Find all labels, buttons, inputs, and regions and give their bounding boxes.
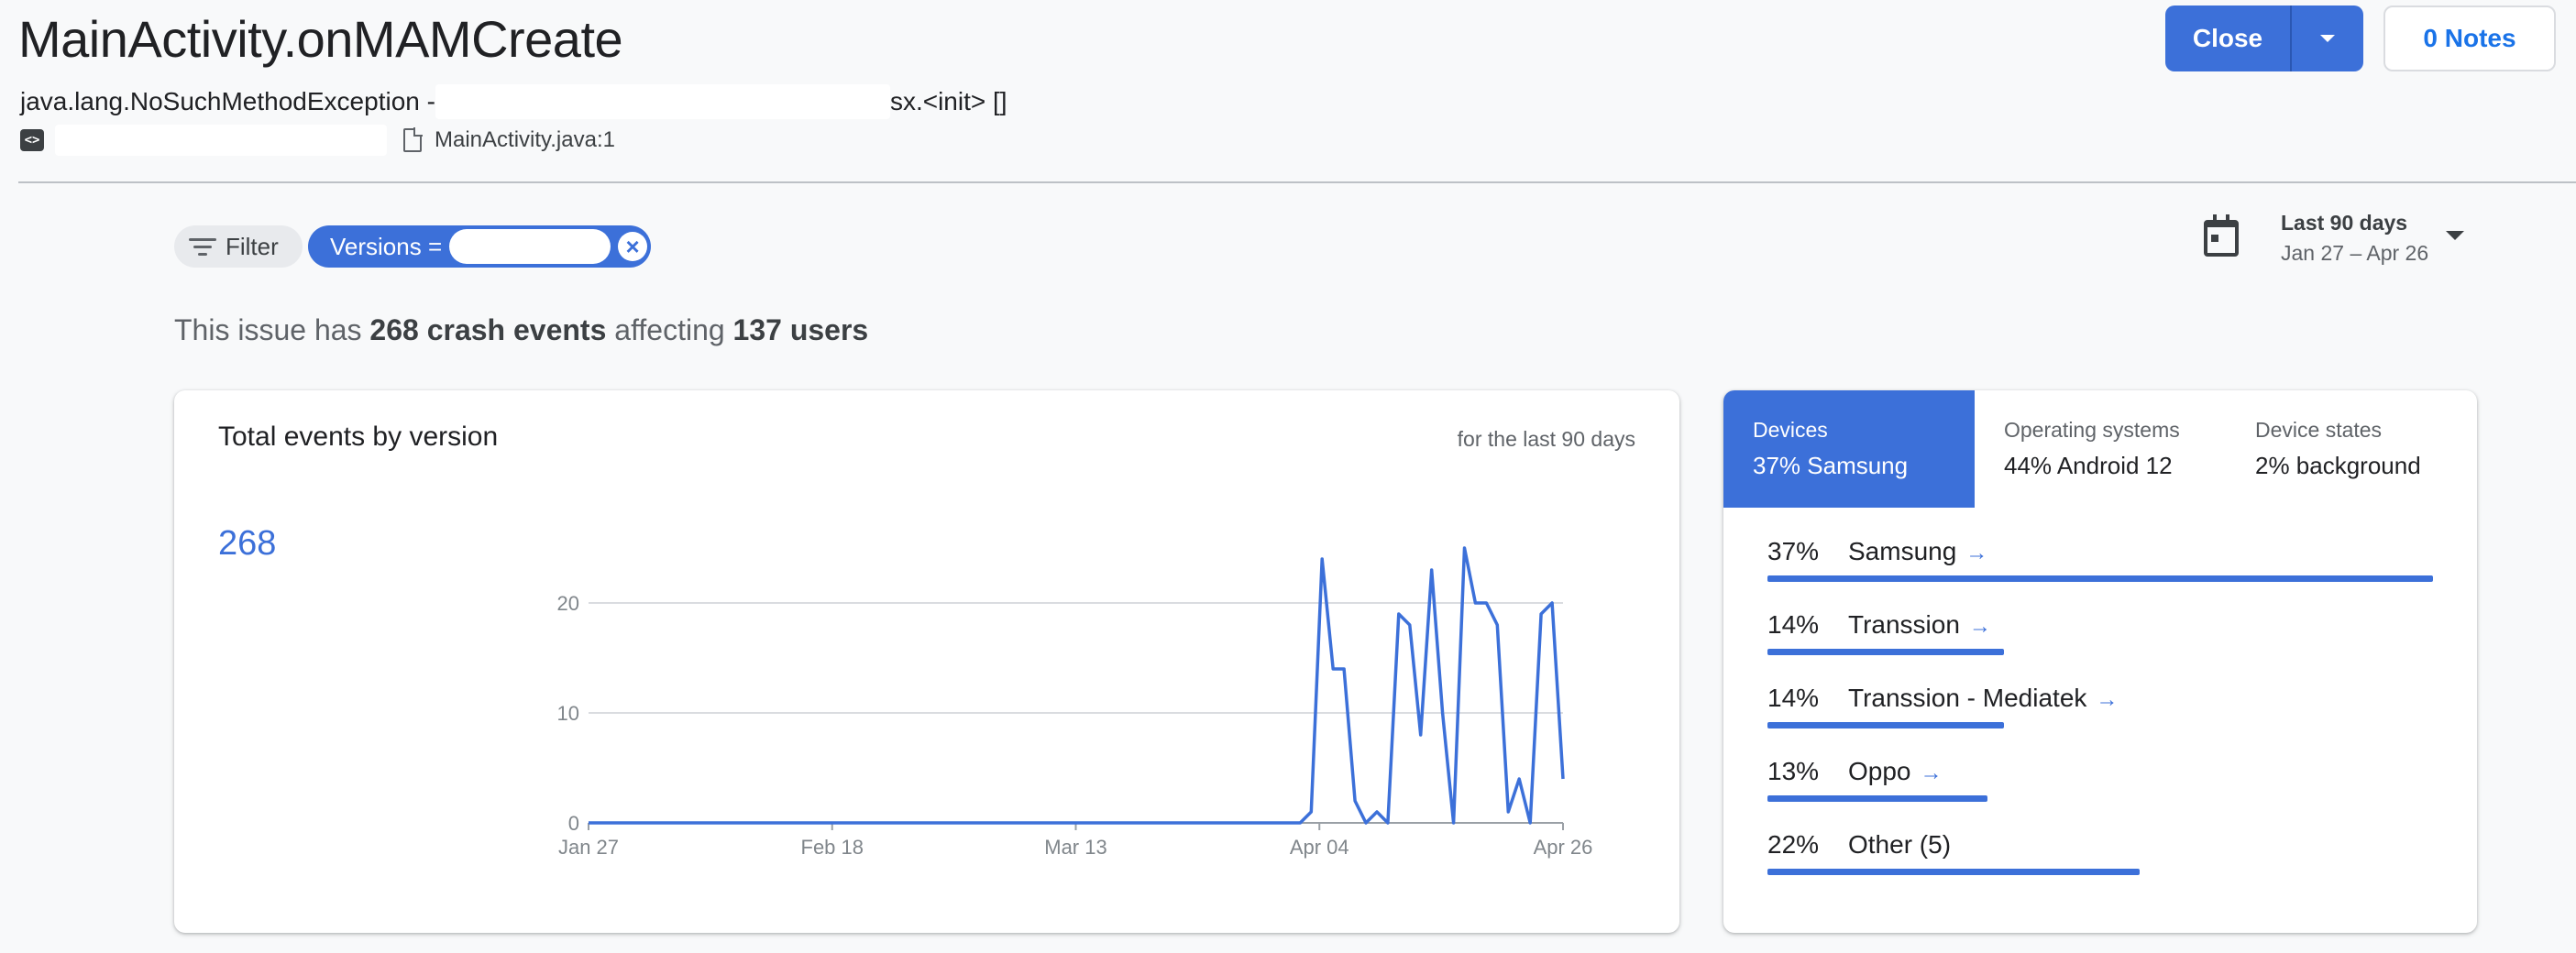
date-range-dates: Jan 27 – Apr 26: [2281, 241, 2429, 265]
x-tick-label: Mar 13: [1044, 836, 1106, 859]
chart-subtitle: for the last 90 days: [1457, 427, 1635, 451]
device-name[interactable]: Samsung →: [1848, 537, 1988, 565]
device-share-pct: 14%: [1767, 684, 1820, 712]
close-dropdown-button[interactable]: [2292, 5, 2363, 71]
device-name: Other (5): [1848, 830, 1952, 859]
version-filter-chip[interactable]: Versions = ×: [308, 225, 651, 268]
arrow-right-icon[interactable]: →: [2096, 687, 2119, 712]
redacted-package: [435, 84, 890, 119]
device-row[interactable]: 14% Transsion - Mediatek →: [1767, 684, 2464, 739]
device-share-bar: [1767, 722, 2004, 728]
tab-devices[interactable]: Devices 37% Samsung: [1723, 390, 1975, 508]
tab-operating-systems[interactable]: Operating systems 44% Android 12: [2004, 418, 2180, 479]
header-divider: [18, 181, 2576, 183]
devices-card: Devices 37% Samsung Operating systems 44…: [1723, 390, 2477, 933]
version-value-redacted: [449, 229, 611, 264]
device-share-bar: [1767, 869, 2140, 875]
page-title: MainActivity.onMAMCreate: [18, 10, 623, 68]
file-icon: [403, 127, 423, 152]
events-line-chart: 0 10 20 Jan 27 Feb 18 Mar 13 Apr 04 Apr 26: [557, 546, 1593, 859]
x-tick-label: Apr 04: [1290, 836, 1349, 859]
issue-meta: <> MainActivity.java:1: [20, 125, 615, 156]
redacted-app-id: [55, 125, 387, 156]
filter-icon: [189, 236, 216, 257]
device-row: 22% Other (5): [1767, 830, 2464, 885]
device-row[interactable]: 37% Samsung →: [1767, 537, 2464, 592]
device-name[interactable]: Transsion →: [1848, 610, 1991, 639]
exception-line: java.lang.NoSuchMethodException - sx.<in…: [20, 84, 1007, 119]
device-name[interactable]: Transsion - Mediatek →: [1848, 684, 2119, 712]
file-reference[interactable]: MainActivity.java:1: [435, 127, 615, 152]
y-tick-label: 20: [557, 592, 579, 615]
x-tick-label: Jan 27: [558, 836, 619, 859]
arrow-right-icon[interactable]: →: [1968, 614, 1991, 639]
date-dropdown-icon[interactable]: [2446, 231, 2464, 240]
breakdown-tabs: Devices 37% Samsung Operating systems 44…: [1723, 390, 2477, 508]
device-share-pct: 14%: [1767, 610, 1820, 639]
series-line: [589, 546, 1565, 825]
exception-suffix: sx.<init> []: [889, 87, 1007, 115]
close-label[interactable]: Close: [2165, 5, 2292, 71]
device-share-bar: [1767, 649, 2004, 655]
device-row[interactable]: 14% Transsion →: [1767, 610, 2464, 665]
device-share-pct: 37%: [1767, 537, 1820, 565]
date-range-picker[interactable]: Last 90 days Jan 27 – Apr 26: [2204, 209, 2479, 268]
caret-down-icon: [2320, 35, 2335, 42]
date-range-label: Last 90 days: [2281, 211, 2408, 235]
device-share-pct: 13%: [1767, 757, 1820, 785]
filter-label: Filter: [226, 232, 279, 260]
arrow-right-icon[interactable]: →: [1965, 541, 1988, 565]
events-chart-card: Total events by version for the last 90 …: [174, 390, 1679, 933]
affected-users-count: 137 users: [732, 313, 869, 346]
filter-button[interactable]: Filter: [174, 225, 303, 268]
issue-summary: This issue has 268 crash events affectin…: [174, 313, 869, 346]
chart-title: Total events by version: [218, 422, 499, 452]
notes-button[interactable]: 0 Notes: [2383, 5, 2556, 71]
device-share-pct: 22%: [1767, 830, 1820, 859]
y-tick-label: 10: [557, 702, 579, 725]
version-filter-label: Versions =: [330, 232, 443, 260]
code-icon: <>: [20, 129, 44, 151]
arrow-right-icon[interactable]: →: [1920, 761, 1943, 785]
calendar-icon: [2204, 214, 2239, 257]
y-tick-label: 0: [568, 812, 579, 835]
tab-device-states[interactable]: Device states 2% background: [2255, 418, 2421, 479]
device-row[interactable]: 13% Oppo →: [1767, 757, 2464, 812]
chart-total: 268: [218, 524, 277, 563]
device-share-bar: [1767, 795, 1987, 802]
device-name[interactable]: Oppo →: [1848, 757, 1943, 785]
crash-events-count: 268 crash events: [369, 313, 607, 346]
device-share-bar: [1767, 575, 2433, 582]
x-tick-label: Apr 26: [1534, 836, 1593, 859]
remove-filter-icon[interactable]: ×: [618, 232, 648, 261]
exception-prefix: java.lang.NoSuchMethodException -: [20, 87, 435, 115]
x-tick-label: Feb 18: [801, 836, 864, 859]
close-issue-button[interactable]: Close: [2165, 5, 2363, 71]
